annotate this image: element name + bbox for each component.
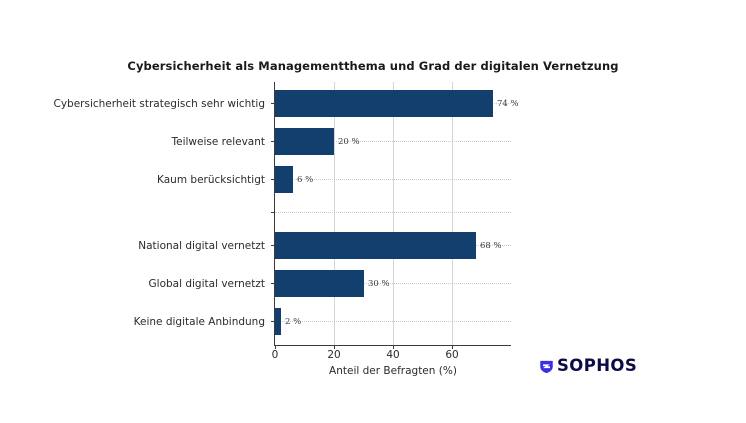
bar-kaum-beruecksichtigt[interactable] [275,166,293,193]
gridline-horizontal-6 [275,321,511,323]
ytick-mark-1 [271,103,275,104]
gridline-horizontal-spacer [275,212,511,214]
xaxis-title: Anteil der Befragten (%) [329,365,457,377]
xtick-mark-40 [393,345,394,349]
bar-global-digital-vernetzt[interactable] [275,270,364,297]
bar-value-keine-digitale-anbindung: 2 % [285,317,302,327]
gridline-horizontal-3 [275,179,511,181]
ytick-label-cybersicherheit-strategisch-sehr-wichtig: Cybersicherheit strategisch sehr wichtig [53,98,266,110]
ytick-mark-spacer [271,212,275,213]
shield-icon [540,360,553,373]
xtick-mark-0 [275,345,276,349]
gridline-vertical-20 [334,82,335,345]
gridline-horizontal-5 [275,283,511,285]
ytick-mark-2 [271,141,275,142]
ytick-label-keine-digitale-anbindung: Keine digitale Anbindung [133,316,265,328]
xtick-label-40: 40 [386,349,400,361]
bar-value-global-digital-vernetzt: 30 % [368,279,390,289]
chart-title: Cybersicherheit als Managementthema und … [127,59,619,73]
xtick-mark-60 [452,345,453,349]
ytick-mark-5 [271,283,275,284]
bar-national-digital-vernetzt[interactable] [275,232,476,259]
ytick-label-kaum-beruecksichtigt: Kaum berücksichtigt [157,174,265,186]
xtick-label-20: 20 [327,349,341,361]
xtick-mark-20 [334,345,335,349]
axis-spine-bottom [274,345,511,346]
xtick-label-60: 60 [445,349,459,361]
plot-area: 74 % 20 % 6 % 68 % 30 % 2 % [274,82,519,346]
bar-teilweise-relevant[interactable] [275,128,334,155]
bar-value-national-digital-vernetzt: 68 % [480,241,502,251]
ytick-label-teilweise-relevant: Teilweise relevant [171,136,265,148]
ytick-label-global-digital-vernetzt: Global digital vernetzt [148,278,265,290]
bar-value-kaum-beruecksichtigt: 6 % [297,175,314,185]
gridline-vertical-40 [393,82,394,345]
axis-spine-left [274,82,275,345]
ytick-label-national-digital-vernetzt: National digital vernetzt [138,240,265,252]
ytick-mark-3 [271,179,275,180]
bar-value-teilweise-relevant: 20 % [338,137,360,147]
ytick-mark-6 [271,321,275,322]
bar-cybersicherheit-strategisch-sehr-wichtig[interactable] [275,90,493,117]
bar-value-cybersicherheit-strategisch-sehr-wichtig: 74 % [497,99,519,109]
ytick-mark-4 [271,245,275,246]
sophos-logo: SOPHOS [539,357,637,375]
sophos-wordmark: SOPHOS [557,355,638,375]
bar-keine-digitale-anbindung[interactable] [275,308,281,335]
xtick-label-0: 0 [271,349,279,361]
gridline-horizontal-2 [275,141,511,143]
gridline-vertical-60 [452,82,453,345]
